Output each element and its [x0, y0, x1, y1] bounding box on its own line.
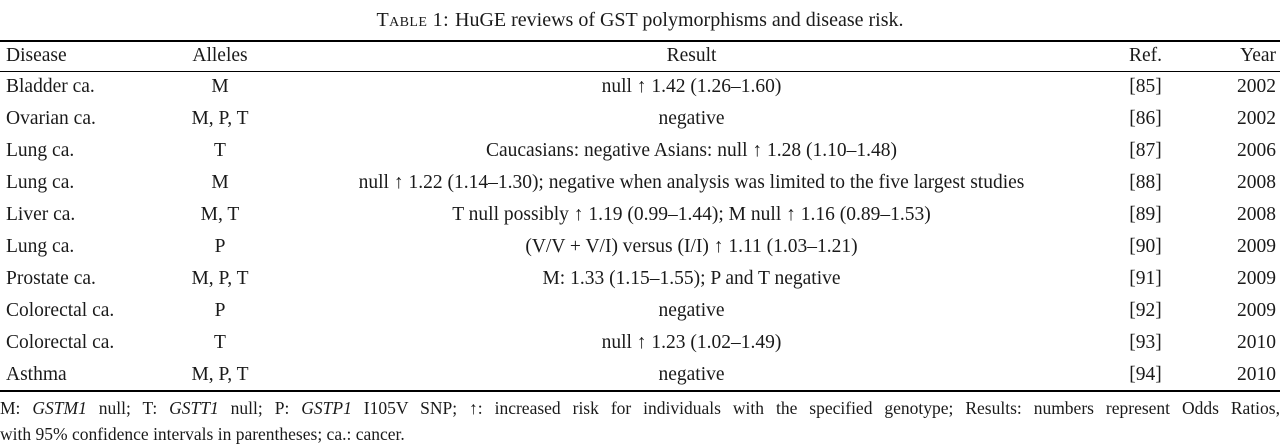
footnote-text: null; P: — [218, 398, 302, 418]
cell-ref: [94] — [1129, 363, 1162, 385]
cell-ref: [86] — [1129, 108, 1162, 129]
cell-result: null ↑ 1.22 (1.14–1.30); negative when a… — [358, 172, 1025, 193]
cell-result: Caucasians: negative Asians: null ↑ 1.28… — [485, 140, 898, 161]
cell-disease: Prostate ca. — [6, 268, 96, 289]
cell-result: T null possibly ↑ 1.19 (0.99–1.44); M nu… — [452, 204, 931, 225]
cell-ref: [93] — [1129, 332, 1162, 353]
cell-result: null ↑ 1.42 (1.26–1.60) — [601, 76, 782, 98]
cell-year: 2010 — [1237, 332, 1276, 353]
cell-disease: Colorectal ca. — [6, 300, 115, 321]
table-caption: Table 1: HuGE reviews of GST polymorphis… — [0, 0, 1280, 40]
cell-alleles: T — [214, 332, 226, 353]
column-header-disease: Disease — [6, 45, 67, 67]
caption-label: Table 1: — [376, 8, 450, 31]
cell-result: negative — [658, 363, 725, 385]
caption-text: HuGE reviews of GST polymorphisms and di… — [455, 8, 904, 31]
cell-ref: [91] — [1129, 268, 1162, 289]
cell-ref: [90] — [1129, 236, 1162, 257]
cell-alleles: M, P, T — [191, 363, 249, 385]
table-row: Asthma M, P, T negative [94] 2010 — [0, 359, 1280, 391]
cell-year: 2009 — [1237, 300, 1276, 321]
cell-disease: Ovarian ca. — [6, 108, 96, 129]
cell-alleles: M — [211, 76, 229, 98]
cell-year: 2010 — [1237, 363, 1276, 385]
cell-disease: Liver ca. — [6, 204, 76, 225]
cell-year: 2009 — [1237, 236, 1276, 257]
footnote-line1: M: GSTM1 null; T: GSTT1 null; P: GSTP1 I… — [0, 395, 1280, 421]
cell-disease: Lung ca. — [6, 172, 75, 193]
footnote-text: null; T: — [86, 398, 170, 418]
cell-alleles: M, P, T — [191, 108, 249, 129]
cell-ref: [88] — [1129, 172, 1162, 193]
cell-result: null ↑ 1.23 (1.02–1.49) — [601, 332, 782, 353]
footnote-text: M: — [0, 398, 33, 418]
cell-result: negative — [658, 300, 725, 321]
cell-result: M: 1.33 (1.15–1.55); P and T negative — [542, 268, 841, 289]
cell-ref: [89] — [1129, 204, 1162, 225]
table-row: Ovarian ca. M, P, T negative [86] 2002 — [0, 103, 1280, 135]
cell-alleles: M — [211, 172, 229, 193]
footnote: M: GSTM1 null; T: GSTT1 null; P: GSTP1 I… — [0, 395, 1280, 447]
cell-year: 2008 — [1237, 172, 1276, 193]
cell-disease: Asthma — [6, 363, 67, 385]
cell-year: 2002 — [1237, 108, 1276, 129]
cell-disease: Lung ca. — [6, 236, 75, 257]
column-header-ref: Ref. — [1128, 45, 1163, 67]
table-row: Lung ca. P (V/V + V/I) versus (I/I) ↑ 1.11… — [0, 231, 1280, 263]
column-header-year: Year — [1240, 45, 1276, 67]
data-table: Disease Alleles Result Ref. Year Bladder ca.… — [0, 40, 1280, 392]
cell-ref: [87] — [1129, 140, 1162, 161]
cell-alleles: P — [214, 300, 226, 321]
table-header: Disease Alleles Result Ref. Year — [0, 41, 1280, 71]
footnote-text: I105V SNP; ↑: increased risk for individ… — [351, 398, 1280, 418]
cell-disease: Colorectal ca. — [6, 332, 115, 353]
cell-year: 2009 — [1237, 268, 1276, 289]
table-row: Liver ca. M, T T null possibly ↑ 1.19 (0.9… — [0, 199, 1280, 231]
cell-alleles: T — [214, 140, 226, 161]
column-header-alleles: Alleles — [192, 45, 248, 67]
cell-alleles: M, T — [200, 204, 240, 225]
cell-year: 2006 — [1237, 140, 1276, 161]
cell-disease: Lung ca. — [6, 140, 75, 161]
table-row: Lung ca. T Caucasians: negative Asians: nu… — [0, 135, 1280, 167]
table-header-row: Disease Alleles Result Ref. Year — [0, 41, 1280, 71]
cell-alleles: P — [214, 236, 226, 257]
gene-name: GSTT1 — [169, 398, 219, 418]
cell-ref: [85] — [1129, 76, 1162, 98]
cell-year: 2008 — [1237, 204, 1276, 225]
column-header-result: Result — [666, 45, 717, 67]
footnote-line2: with 95% confidence intervals in parenth… — [0, 424, 405, 444]
gene-name: GSTP1 — [301, 398, 352, 418]
cell-ref: [92] — [1129, 300, 1162, 321]
table-row: Prostate ca. M, P, T M: 1.33 (1.15–1.55); … — [0, 263, 1280, 295]
cell-result: (V/V + V/I) versus (I/I) ↑ 1.11 (1.03–1.… — [525, 236, 858, 257]
cell-alleles: M, P, T — [191, 268, 249, 289]
cell-result: negative — [658, 108, 725, 129]
cell-year: 2002 — [1237, 76, 1276, 98]
cell-disease: Bladder ca. — [6, 76, 95, 98]
gene-name: GSTM1 — [32, 398, 87, 418]
